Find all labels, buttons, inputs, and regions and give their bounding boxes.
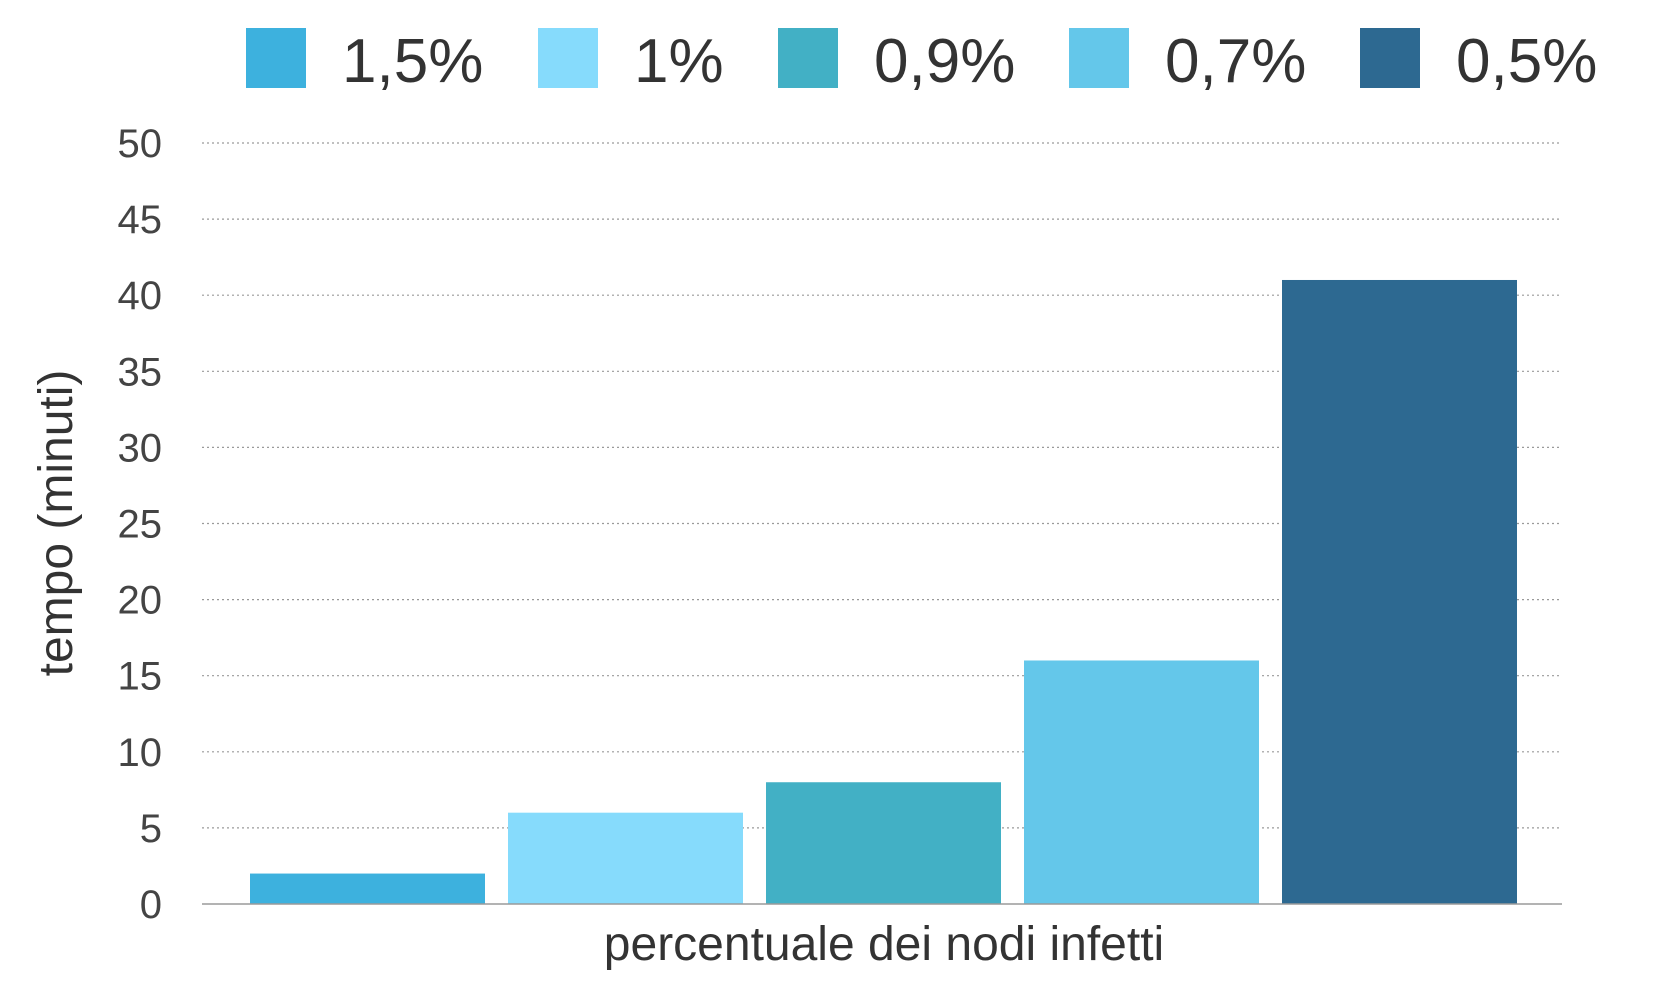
- legend-label: 1,5%: [342, 27, 483, 96]
- legend-item: 0,7%: [1069, 27, 1306, 96]
- bar-3: [766, 782, 1001, 904]
- legend-label: 1%: [634, 27, 724, 96]
- legend-item: 0,5%: [1360, 27, 1597, 96]
- legend-label: 0,5%: [1456, 27, 1597, 96]
- y-tick-label: 10: [118, 731, 163, 775]
- y-tick-label: 30: [118, 426, 163, 470]
- bar-2: [508, 812, 743, 904]
- legend-swatch: [538, 28, 598, 88]
- y-axis-ticks: 0 5 10 15 20 25 30 35 40 45 50: [118, 122, 163, 927]
- legend-item: 0,9%: [778, 27, 1015, 96]
- chart-bars: [250, 279, 1517, 905]
- legend-swatch: [246, 28, 306, 88]
- bar-4: [1024, 660, 1259, 904]
- legend-swatch: [1069, 28, 1129, 88]
- legend-swatch: [1360, 28, 1420, 88]
- chart-gridlines: [202, 142, 1562, 829]
- y-tick-label: 0: [140, 883, 162, 927]
- legend-item: 1,5%: [246, 27, 483, 96]
- y-tick-label: 40: [118, 274, 163, 318]
- y-tick-label: 5: [140, 807, 162, 851]
- y-tick-label: 20: [118, 579, 163, 623]
- legend-label: 0,9%: [874, 27, 1015, 96]
- y-tick-label: 15: [118, 655, 163, 699]
- chart-legend: 1,5% 1% 0,9% 0,7% 0,5%: [246, 27, 1597, 96]
- legend-swatch: [778, 28, 838, 88]
- y-tick-label: 25: [118, 503, 163, 547]
- y-tick-label: 35: [118, 350, 163, 394]
- bar-5: [1282, 279, 1517, 905]
- legend-item: 1%: [538, 27, 724, 96]
- y-tick-label: 45: [118, 198, 163, 242]
- bar-1: [250, 873, 485, 904]
- legend-label: 0,7%: [1165, 27, 1306, 96]
- y-axis-title: tempo (minuti): [30, 370, 83, 677]
- y-tick-label: 50: [118, 122, 163, 166]
- x-axis-title: percentuale dei nodi infetti: [604, 918, 1164, 971]
